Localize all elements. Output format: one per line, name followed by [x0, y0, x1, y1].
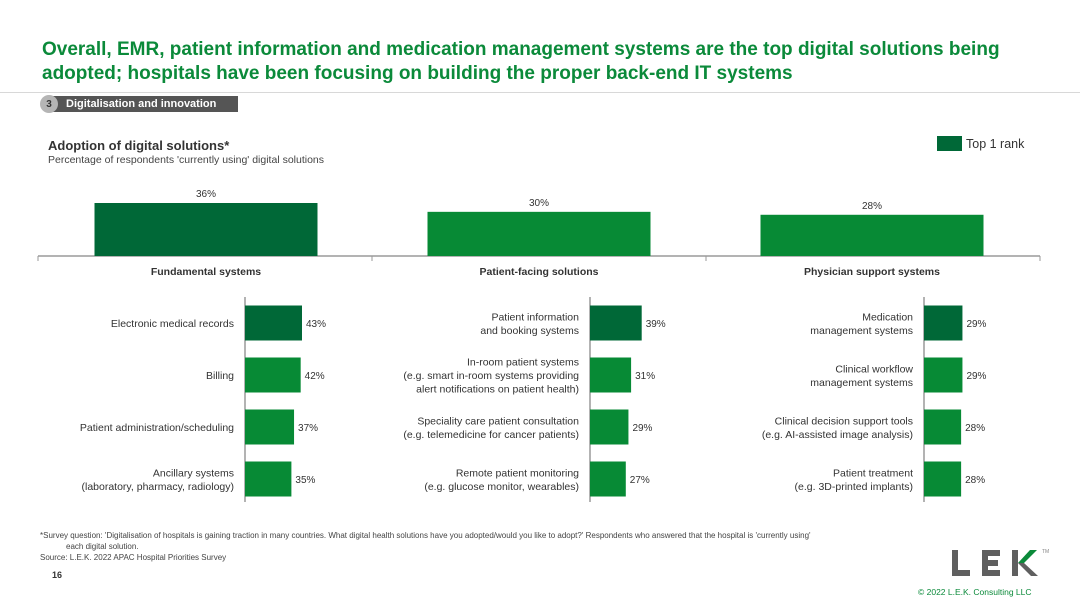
lek-logo — [952, 550, 1038, 576]
panel-category-label: (e.g. smart in-room systems providing — [403, 370, 579, 382]
logo-letter-l — [952, 550, 970, 576]
panel-bar-value-label: 37% — [298, 423, 318, 434]
panel-category-label: (e.g. AI-assisted image analysis) — [762, 429, 913, 441]
legend-label: Top 1 rank — [966, 136, 1025, 151]
panel-category-label: Patient treatment — [833, 467, 913, 479]
legend-swatch — [937, 136, 962, 151]
panel-bar — [245, 305, 302, 341]
panel-bar-value-label: 28% — [965, 475, 985, 486]
panel-category-label: (e.g. glucose monitor, wearables) — [424, 481, 579, 493]
panel-bar — [924, 461, 962, 497]
panel-category-label: alert notifications on patient health) — [416, 384, 579, 396]
panel-bar-value-label: 29% — [966, 371, 986, 382]
panel-category-label: Electronic medical records — [111, 318, 234, 330]
panel-bar-value-label: 29% — [966, 319, 986, 330]
top-bar — [427, 211, 651, 256]
logo-trademark: TM — [1042, 549, 1050, 555]
panel-bar — [590, 305, 642, 341]
top-bar-value-label: 28% — [862, 201, 882, 212]
panel-category-label: (laboratory, pharmacy, radiology) — [81, 481, 234, 493]
panel-bar — [590, 357, 632, 393]
panel-category-label: Clinical decision support tools — [775, 415, 913, 427]
legend: Top 1 rank — [937, 136, 1024, 151]
footnote: *Survey question: 'Digitalisation of hos… — [40, 530, 940, 563]
panel-category-label: management systems — [810, 325, 913, 337]
panel-category-label: Ancillary systems — [153, 467, 234, 479]
top-bar — [94, 203, 318, 256]
page-number: 16 — [52, 570, 63, 580]
panel-category-label: Billing — [206, 370, 234, 382]
panel-bar — [245, 409, 295, 445]
page-headline: Overall, EMR, patient information and me… — [42, 39, 1000, 84]
panel-bar-value-label: 42% — [305, 371, 325, 382]
panel-category-label: management systems — [810, 377, 913, 389]
source-note: Source: L.E.K. 2022 APAC Hospital Priori… — [40, 553, 227, 562]
panel-bar — [924, 305, 963, 341]
panel-bar-value-label: 27% — [630, 475, 650, 486]
panel-category-label: and booking systems — [480, 325, 579, 337]
copyright: © 2022 L.E.K. Consulting LLC — [918, 587, 1032, 597]
top-bar-value-label: 30% — [529, 198, 549, 209]
panel-category-label: (e.g. telemedicine for cancer patients) — [403, 429, 579, 441]
panel-bar — [245, 461, 292, 497]
top-category-label: Patient-facing solutions — [479, 266, 598, 278]
top-bar-value-label: 36% — [196, 189, 216, 200]
panel-bar-value-label: 28% — [965, 423, 985, 434]
top-bar — [760, 214, 984, 256]
chart-title: Adoption of digital solutions* — [48, 138, 230, 153]
panel-category-label: (e.g. 3D-printed implants) — [795, 481, 913, 493]
chart-subtitle: Percentage of respondents 'currently usi… — [48, 154, 325, 166]
panel-category-label: Patient administration/scheduling — [80, 422, 234, 434]
panel-category-label: Medication — [862, 311, 913, 323]
footnote-line1: *Survey question: 'Digitalisation of hos… — [40, 531, 811, 540]
panel-bar — [590, 409, 629, 445]
top-category-label: Fundamental systems — [151, 266, 261, 278]
section-label: Digitalisation and innovation — [52, 96, 239, 112]
logo-letter-k — [1012, 550, 1038, 576]
footnote-line2: each digital solution. — [66, 542, 139, 551]
panel-bar-value-label: 39% — [646, 319, 666, 330]
panel-bar-value-label: 43% — [306, 319, 326, 330]
section-number: 3 — [40, 95, 58, 113]
panel-category-label: Patient information — [491, 311, 579, 323]
panel-category-label: Remote patient monitoring — [456, 467, 579, 479]
header-divider — [0, 92, 1080, 93]
top-category-label: Physician support systems — [804, 266, 940, 278]
panel-category-label: In-room patient systems — [467, 357, 579, 369]
panel-bar-value-label: 29% — [632, 423, 652, 434]
panel-bar — [924, 409, 962, 445]
panel-bar — [924, 357, 963, 393]
panel-bar-value-label: 31% — [635, 371, 655, 382]
section-tag: 3 Digitalisation and innovation — [40, 95, 239, 113]
panel-bar-value-label: 35% — [295, 475, 315, 486]
panel-bar — [245, 357, 301, 393]
panel-category-label: Speciality care patient consultation — [417, 415, 579, 427]
panel-category-label: Clinical workflow — [835, 363, 913, 375]
logo-letter-e — [982, 550, 1000, 576]
panel-bar — [590, 461, 626, 497]
